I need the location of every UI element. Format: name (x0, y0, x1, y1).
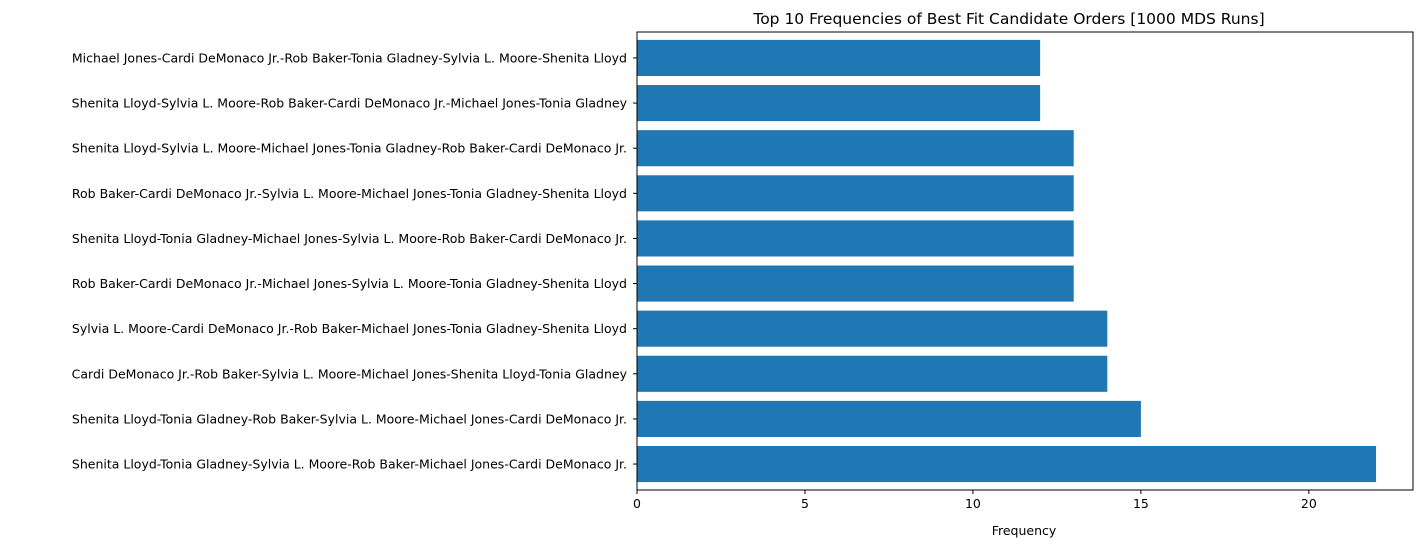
bar (637, 39, 1041, 77)
category-label: Shenita Lloyd-Tonia Gladney-Rob Baker-Sy… (72, 411, 627, 426)
category-labels: Shenita Lloyd-Tonia Gladney-Sylvia L. Mo… (72, 50, 637, 472)
category-label: Shenita Lloyd-Tonia Gladney-Sylvia L. Mo… (72, 457, 627, 472)
bar (637, 85, 1041, 122)
bar (637, 445, 1377, 483)
category-label: Cardi DeMonaco Jr.-Rob Baker-Sylvia L. M… (72, 366, 628, 381)
bar (637, 175, 1074, 212)
chart-title: Top 10 Frequencies of Best Fit Candidate… (752, 10, 1264, 28)
category-label: Rob Baker-Cardi DeMonaco Jr.-Michael Jon… (72, 276, 627, 291)
bar (637, 310, 1108, 347)
x-tick-label: 10 (965, 496, 981, 511)
x-tick-label: 20 (1301, 496, 1317, 511)
category-label: Shenita Lloyd-Tonia Gladney-Michael Jone… (72, 231, 627, 246)
x-tick-label: 5 (801, 496, 809, 511)
x-tick-label: 0 (633, 496, 641, 511)
category-label: Shenita Lloyd-Sylvia L. Moore-Michael Jo… (72, 141, 627, 156)
category-label: Rob Baker-Cardi DeMonaco Jr.-Sylvia L. M… (72, 186, 627, 201)
x-axis-label: Frequency (992, 523, 1057, 538)
bar (637, 355, 1108, 392)
plot-frame (636, 31, 1414, 491)
bar (637, 130, 1074, 167)
bars-group (637, 39, 1377, 483)
x-axis-ticks: 0 5 10 15 20 (633, 490, 1317, 511)
category-label: Sylvia L. Moore-Cardi DeMonaco Jr.-Rob B… (72, 321, 627, 336)
category-label: Michael Jones-Cardi DeMonaco Jr.-Rob Bak… (72, 50, 627, 65)
bar (637, 265, 1074, 302)
bar (637, 400, 1141, 437)
x-tick-label: 15 (1133, 496, 1149, 511)
category-label: Shenita Lloyd-Sylvia L. Moore-Rob Baker-… (72, 96, 628, 111)
bar (637, 220, 1074, 257)
